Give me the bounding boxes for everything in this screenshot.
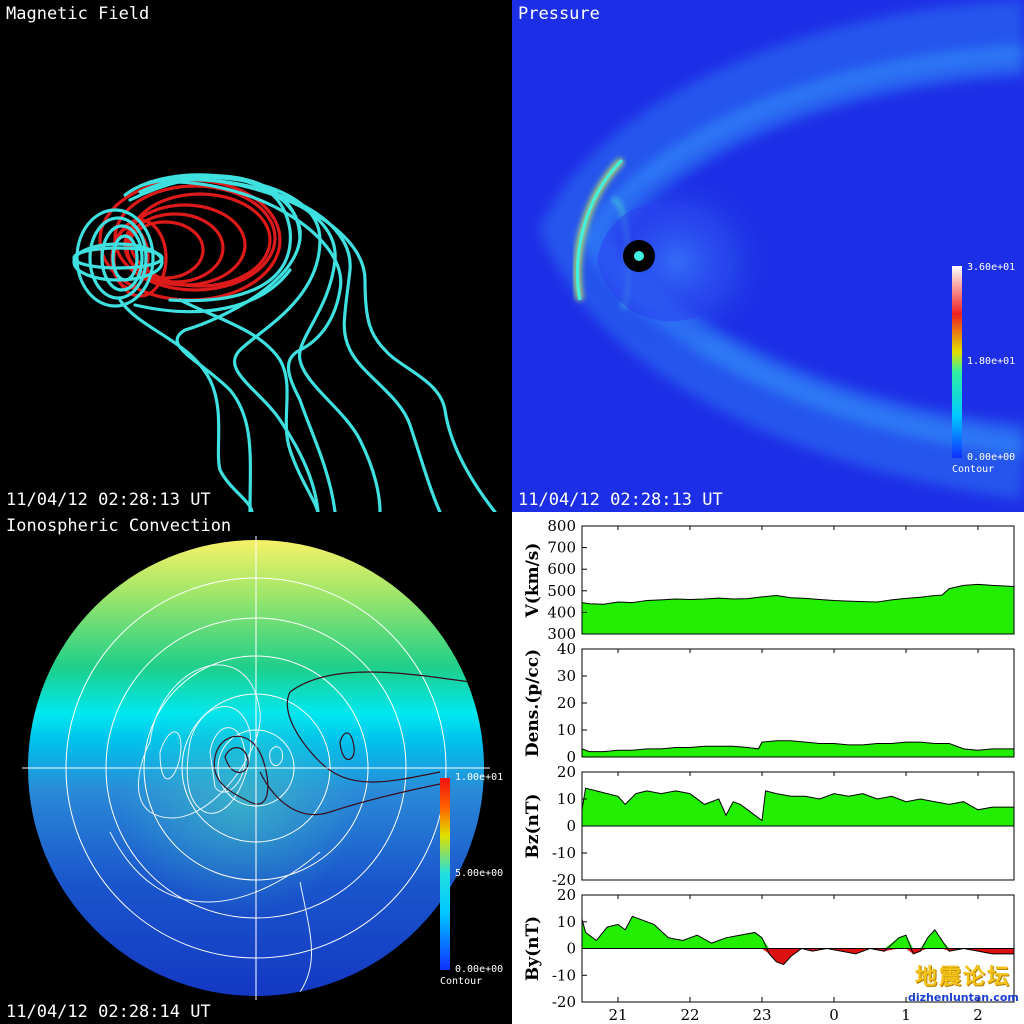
pressure-colorbar-label: Contour xyxy=(952,464,994,475)
y-tick-label-0-600: 600 xyxy=(547,560,576,578)
convection-colorbar-min: 0.00e+00 xyxy=(455,964,503,975)
y-tick-label-1-0: 0 xyxy=(566,748,576,766)
y-tick-label-2-10: 10 xyxy=(557,790,576,808)
y-axis-label-2: Bz(nT) xyxy=(523,793,543,858)
pressure-plot: 3.60e+01 1.80e+01 0.00e+00 Contour xyxy=(538,0,1024,500)
pressure-colorbar-max: 3.60e+01 xyxy=(967,262,1015,273)
ionospheric-convection-title: Ionospheric Convection xyxy=(6,516,232,536)
potential-contours-negative xyxy=(213,671,471,816)
series-area-positive-2 xyxy=(582,788,1014,826)
series-area-positive-1 xyxy=(582,740,1014,757)
y-axis-label-3: By(nT) xyxy=(523,916,543,981)
x-tick-label-23: 23 xyxy=(752,1006,771,1024)
y-tick-label-0-500: 500 xyxy=(547,582,576,600)
pressure-colorbar-mid: 1.80e+01 xyxy=(967,356,1015,367)
x-tick-label-1: 1 xyxy=(901,1006,911,1024)
ionospheric-convection-plot: 1.00e+01 5.00e+00 0.00e+00 Contour xyxy=(22,536,503,1000)
y-tick-label-2--10: -10 xyxy=(552,844,576,862)
pressure-title: Pressure xyxy=(518,4,600,24)
series-area-positive-0 xyxy=(582,584,1014,634)
magnetic-field-title: Magnetic Field xyxy=(6,4,150,24)
y-tick-label-1-40: 40 xyxy=(557,640,576,658)
y-tick-label-3-20: 20 xyxy=(557,886,576,904)
x-tick-label-22: 22 xyxy=(680,1006,699,1024)
convection-colorbar-label: Contour xyxy=(440,976,482,987)
watermark-en: dizhenluntan.com xyxy=(908,991,1019,1004)
tail-field-lines xyxy=(118,173,497,512)
pressure-colorbar-min: 0.00e+00 xyxy=(967,452,1015,463)
watermark-logo: 地震论坛 dizhenluntan.com xyxy=(908,959,1019,1004)
y-tick-label-2-20: 20 xyxy=(557,763,576,781)
y-tick-label-3-0: 0 xyxy=(566,940,576,958)
y-axis-label-0: V(km/s) xyxy=(523,543,543,619)
dayside-field-lines xyxy=(72,174,302,314)
y-tick-label-0-400: 400 xyxy=(547,603,576,621)
y-tick-label-1-30: 30 xyxy=(557,667,576,685)
y-tick-label-0-800: 800 xyxy=(547,517,576,535)
series-line-2 xyxy=(581,787,1014,822)
plot-frame-1 xyxy=(581,648,1015,758)
solar-wind-timeseries-plot: 300400500600700800V(km/s)010203040Dens.(… xyxy=(523,517,1015,1024)
pressure-colorbar xyxy=(952,266,962,458)
y-tick-label-2-0: 0 xyxy=(566,817,576,835)
watermark-cn: 地震论坛 xyxy=(914,964,1011,990)
pressure-panel: Pressure xyxy=(512,0,1024,512)
series-area-positive-3 xyxy=(582,916,1014,949)
ionospheric-convection-timestamp: 11/04/12 02:28:14 UT xyxy=(6,1002,211,1022)
x-tick-label-0: 0 xyxy=(829,1006,839,1024)
series-line-1 xyxy=(581,740,1014,753)
ionospheric-convection-panel: Ionospheric Convection xyxy=(0,512,512,1024)
magnetic-field-plot xyxy=(72,173,497,512)
x-tick-label-2: 2 xyxy=(973,1006,983,1024)
y-tick-label-3--20: -20 xyxy=(552,993,576,1011)
y-tick-label-3-10: 10 xyxy=(557,913,576,931)
pressure-timestamp: 11/04/12 02:28:13 UT xyxy=(518,490,723,510)
y-axis-label-1: Dens.(p/cc) xyxy=(523,649,543,757)
y-tick-label-2--20: -20 xyxy=(552,871,576,889)
plot-frame-0 xyxy=(581,525,1015,635)
y-tick-label-3--10: -10 xyxy=(552,966,576,984)
potential-contours-positive xyxy=(109,664,321,993)
y-tick-label-1-10: 10 xyxy=(557,721,576,739)
magnetic-field-panel: Magnetic Field xyxy=(0,0,512,512)
series-line-3 xyxy=(581,915,1014,966)
convection-colorbar-max: 1.00e+01 xyxy=(455,772,503,783)
convection-colorbar-mid: 5.00e+00 xyxy=(455,868,503,879)
y-tick-label-0-700: 700 xyxy=(547,539,576,557)
y-tick-label-1-20: 20 xyxy=(557,694,576,712)
x-tick-label-21: 21 xyxy=(608,1006,627,1024)
solar-wind-timeseries-panel: 300 400 500 600 700 800 V(km/s) 0 10 20 30 40 Dens.(… xyxy=(512,512,1024,1024)
series-line-0 xyxy=(581,583,1015,605)
convection-colorbar xyxy=(440,778,450,970)
magnetic-field-timestamp: 11/04/12 02:28:13 UT xyxy=(6,490,211,510)
y-tick-label-0-300: 300 xyxy=(547,625,576,643)
